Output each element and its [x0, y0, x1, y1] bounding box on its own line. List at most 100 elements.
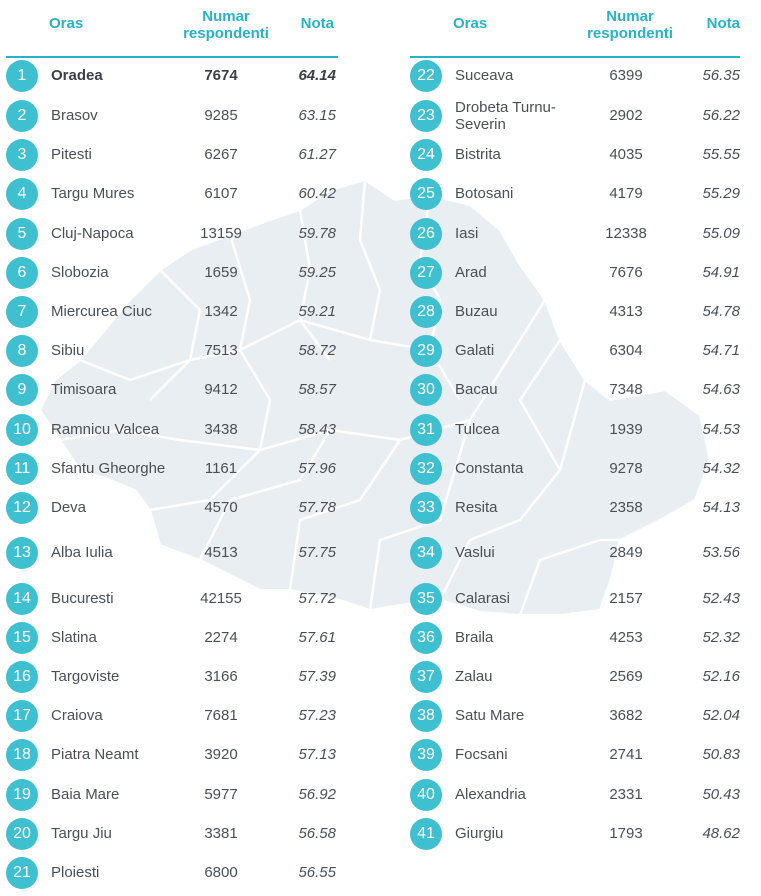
respondent-count: 1659 — [204, 264, 238, 281]
score-value: 63.15 — [298, 107, 336, 124]
rank-badge: 28 — [410, 296, 442, 328]
city-name: Arad — [455, 264, 487, 281]
score-value: 54.53 — [702, 421, 740, 438]
header-divider — [6, 56, 338, 58]
respondent-count: 9285 — [204, 107, 238, 124]
table-row: 30 Bacau 7348 54.63 — [410, 372, 740, 408]
score-value: 52.43 — [702, 590, 740, 607]
city-name: Calarasi — [455, 590, 511, 607]
rank-badge: 15 — [6, 622, 38, 654]
rank-badge: 26 — [410, 218, 442, 250]
score-value: 50.43 — [702, 786, 740, 803]
respondent-count: 42155 — [200, 590, 242, 607]
city-name: Alexandria — [455, 786, 526, 803]
city-name: Brasov — [51, 107, 98, 124]
score-value: 57.96 — [298, 460, 336, 477]
respondent-count: 4513 — [204, 544, 238, 561]
city-name: Targu Mures — [51, 185, 135, 202]
rank-badge: 2 — [6, 100, 38, 132]
city-name: Satu Mare — [455, 707, 525, 724]
table-row: 19 Baia Mare 5977 56.92 — [6, 777, 338, 813]
score-value: 56.58 — [298, 825, 336, 842]
rank-badge: 6 — [6, 257, 38, 289]
rank-badge: 27 — [410, 257, 442, 289]
rank-badge: 41 — [410, 818, 442, 850]
rank-badge: 16 — [6, 661, 38, 693]
score-value: 57.75 — [298, 544, 336, 561]
city-name: Slobozia — [51, 264, 109, 281]
city-name: Zalau — [455, 668, 493, 685]
respondent-count: 6304 — [609, 342, 643, 359]
table-row: 40 Alexandria 2331 50.43 — [410, 777, 740, 813]
table-row: 8 Sibiu 7513 58.72 — [6, 333, 338, 369]
respondent-count: 1161 — [204, 460, 238, 477]
rank-badge: 1 — [6, 60, 38, 92]
header-score: Nota — [300, 15, 334, 32]
city-name: Vaslui — [455, 544, 495, 561]
city-name: Galati — [455, 342, 495, 359]
respondent-count: 12338 — [605, 225, 647, 242]
respondent-count: 2331 — [609, 786, 643, 803]
header-city: Oras — [453, 15, 488, 32]
table-row: 24 Bistrita 4035 55.55 — [410, 137, 740, 173]
city-name: Timisoara — [51, 381, 117, 398]
city-name: Alba Iulia — [51, 544, 113, 561]
table-row: 20 Targu Jiu 3381 56.58 — [6, 816, 338, 852]
rank-badge: 4 — [6, 178, 38, 210]
rank-badge: 32 — [410, 453, 442, 485]
respondent-count: 3438 — [204, 421, 238, 438]
rank-badge: 29 — [410, 335, 442, 367]
table-row: 2 Brasov 9285 63.15 — [6, 98, 338, 134]
score-value: 52.16 — [702, 668, 740, 685]
header-city: Oras — [49, 15, 84, 32]
city-name: Piatra Neamt — [51, 746, 139, 763]
rank-badge: 5 — [6, 218, 38, 250]
table-row: 14 Bucuresti 42155 57.72 — [6, 581, 338, 617]
table-row: 17 Craiova 7681 57.23 — [6, 698, 338, 734]
respondent-count: 2741 — [609, 746, 643, 763]
respondent-count: 6107 — [204, 185, 238, 202]
table-row: 28 Buzau 4313 54.78 — [410, 294, 740, 330]
rank-badge: 31 — [410, 414, 442, 446]
city-name: Craiova — [51, 707, 103, 724]
rank-badge: 36 — [410, 622, 442, 654]
rank-badge: 21 — [6, 857, 38, 889]
table-row: 3 Pitesti 6267 61.27 — [6, 137, 338, 173]
table-row: 39 Focsani 2741 50.83 — [410, 737, 740, 773]
city-name: Ploiesti — [51, 864, 100, 881]
rank-badge: 17 — [6, 700, 38, 732]
respondent-count: 4035 — [609, 146, 643, 163]
table-row: 6 Slobozia 1659 59.25 — [6, 255, 338, 291]
score-value: 54.13 — [702, 499, 740, 516]
rank-badge: 25 — [410, 178, 442, 210]
respondent-count: 2902 — [609, 107, 643, 124]
rank-badge: 18 — [6, 739, 38, 771]
city-name: Tulcea — [455, 421, 500, 438]
score-value: 60.42 — [298, 185, 336, 202]
table-row: 1 Oradea 7674 64.14 — [6, 58, 338, 94]
respondent-count: 4570 — [204, 499, 238, 516]
city-name: Sibiu — [51, 342, 85, 359]
score-value: 53.56 — [702, 544, 740, 561]
rank-badge: 23 — [410, 100, 442, 132]
table-row: 36 Braila 4253 52.32 — [410, 620, 740, 656]
city-name: Braila — [455, 629, 494, 646]
respondent-count: 7674 — [204, 67, 238, 84]
table-row: 15 Slatina 2274 57.61 — [6, 620, 338, 656]
score-value: 52.32 — [702, 629, 740, 646]
score-value: 57.39 — [298, 668, 336, 685]
respondent-count: 6399 — [609, 67, 643, 84]
score-value: 59.78 — [298, 225, 336, 242]
respondent-count: 9412 — [204, 381, 238, 398]
respondent-count: 3682 — [609, 707, 643, 724]
rank-badge: 40 — [410, 779, 442, 811]
city-name: Cluj-Napoca — [51, 225, 134, 242]
city-name: Pitesti — [51, 146, 92, 163]
table-row: 33 Resita 2358 54.13 — [410, 490, 740, 526]
table-row: 5 Cluj-Napoca 13159 59.78 — [6, 216, 338, 252]
respondent-count: 2358 — [609, 499, 643, 516]
table-row: 4 Targu Mures 6107 60.42 — [6, 176, 338, 212]
respondent-count: 5977 — [204, 786, 238, 803]
rank-badge: 7 — [6, 296, 38, 328]
respondent-count: 7348 — [609, 381, 643, 398]
